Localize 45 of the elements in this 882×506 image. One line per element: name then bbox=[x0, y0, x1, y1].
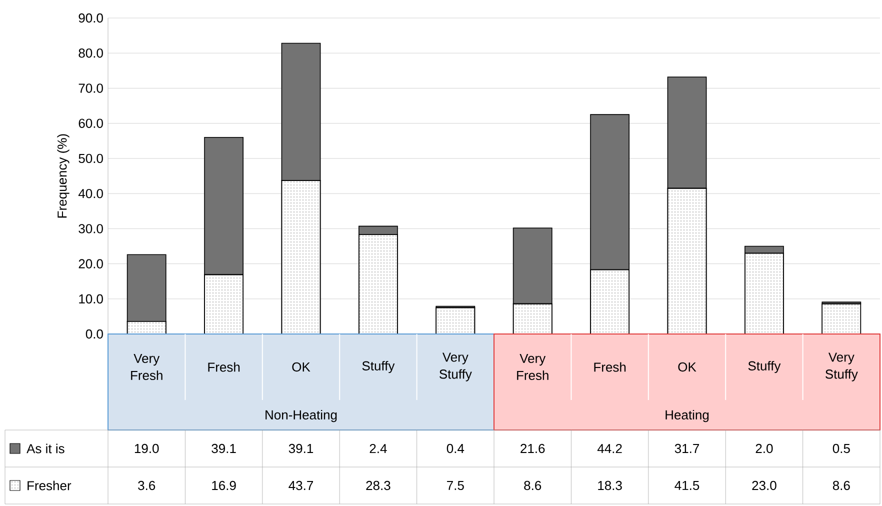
data-label: 16.9 bbox=[212, 480, 236, 490]
y-tick-label: 40.0 bbox=[78, 188, 103, 198]
data-label: 28.3 bbox=[366, 480, 390, 490]
data-label: 39.1 bbox=[212, 444, 236, 454]
x-tick-label: OK bbox=[678, 362, 696, 372]
x-tick-label: OK bbox=[292, 362, 310, 372]
data-label: 39.1 bbox=[288, 444, 314, 454]
y-tick-label: 60.0 bbox=[78, 118, 103, 128]
data-label: 43.7 bbox=[288, 480, 313, 490]
y-tick-label: 30.0 bbox=[78, 224, 103, 234]
legend-label: As it is bbox=[26, 444, 64, 454]
y-tick-label: 0.0 bbox=[86, 329, 103, 339]
data-label: 31.7 bbox=[674, 444, 699, 454]
y-axis-title: Frequency (%) bbox=[57, 134, 70, 218]
x-tick-label: Very Stuffy bbox=[440, 352, 472, 382]
x-tick-label: Fresh bbox=[208, 362, 240, 372]
legend-label: Fresher bbox=[28, 480, 72, 490]
x-tick-label: Fresh bbox=[594, 362, 626, 372]
data-label: 0.5 bbox=[832, 444, 850, 454]
text: Non-Heating bbox=[266, 410, 337, 422]
x-tick-label: Very Fresh bbox=[131, 354, 162, 380]
data-label: 41.5 bbox=[674, 480, 700, 490]
data-label: 21.6 bbox=[520, 444, 545, 454]
y-tick-label: 80.0 bbox=[78, 48, 103, 58]
data-label: 0.4 bbox=[446, 444, 464, 454]
data-label: 19.0 bbox=[134, 444, 159, 454]
data-label: 3.6 bbox=[138, 480, 156, 490]
data-label: 2.0 bbox=[756, 444, 773, 454]
y-tick-label: 50.0 bbox=[78, 154, 103, 164]
x-tick-label: Stuffy bbox=[748, 360, 781, 374]
text: Heating bbox=[666, 410, 709, 422]
data-label: 18.3 bbox=[598, 480, 622, 490]
x-tick-label: Stuffy bbox=[362, 360, 395, 374]
y-tick-label: 70.0 bbox=[78, 84, 103, 93]
data-label: 2.4 bbox=[370, 444, 387, 454]
y-tick-label: 10.0 bbox=[79, 294, 103, 304]
data-label: 23.0 bbox=[752, 480, 776, 490]
x-tick-label: Very Fresh bbox=[517, 354, 548, 380]
data-label: 8.6 bbox=[524, 480, 542, 490]
data-label: 44.2 bbox=[597, 444, 622, 454]
x-tick-label: Very Stuffy bbox=[826, 352, 858, 382]
data-label: 8.6 bbox=[832, 480, 850, 490]
data-label: 7.5 bbox=[447, 480, 464, 490]
y-tick-label: 20.0 bbox=[78, 259, 103, 268]
y-tick-label: 90.0 bbox=[78, 13, 103, 23]
